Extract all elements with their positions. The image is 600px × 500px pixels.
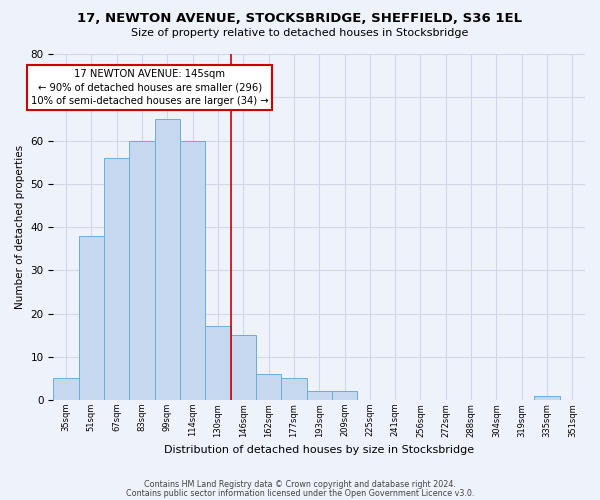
Bar <box>53 378 79 400</box>
X-axis label: Distribution of detached houses by size in Stocksbridge: Distribution of detached houses by size … <box>164 445 474 455</box>
Bar <box>104 158 130 400</box>
Text: 17, NEWTON AVENUE, STOCKSBRIDGE, SHEFFIELD, S36 1EL: 17, NEWTON AVENUE, STOCKSBRIDGE, SHEFFIE… <box>77 12 523 26</box>
Bar <box>180 140 205 400</box>
Bar <box>205 326 230 400</box>
Bar <box>130 140 155 400</box>
Text: Contains HM Land Registry data © Crown copyright and database right 2024.: Contains HM Land Registry data © Crown c… <box>144 480 456 489</box>
Text: 17 NEWTON AVENUE: 145sqm
← 90% of detached houses are smaller (296)
10% of semi-: 17 NEWTON AVENUE: 145sqm ← 90% of detach… <box>31 69 268 106</box>
Bar <box>79 236 104 400</box>
Bar <box>256 374 281 400</box>
Bar <box>155 119 180 400</box>
Y-axis label: Number of detached properties: Number of detached properties <box>15 145 25 309</box>
Bar <box>307 392 332 400</box>
Bar <box>281 378 307 400</box>
Bar <box>230 335 256 400</box>
Text: Contains public sector information licensed under the Open Government Licence v3: Contains public sector information licen… <box>126 488 474 498</box>
Bar <box>332 392 357 400</box>
Text: Size of property relative to detached houses in Stocksbridge: Size of property relative to detached ho… <box>131 28 469 38</box>
Bar <box>535 396 560 400</box>
